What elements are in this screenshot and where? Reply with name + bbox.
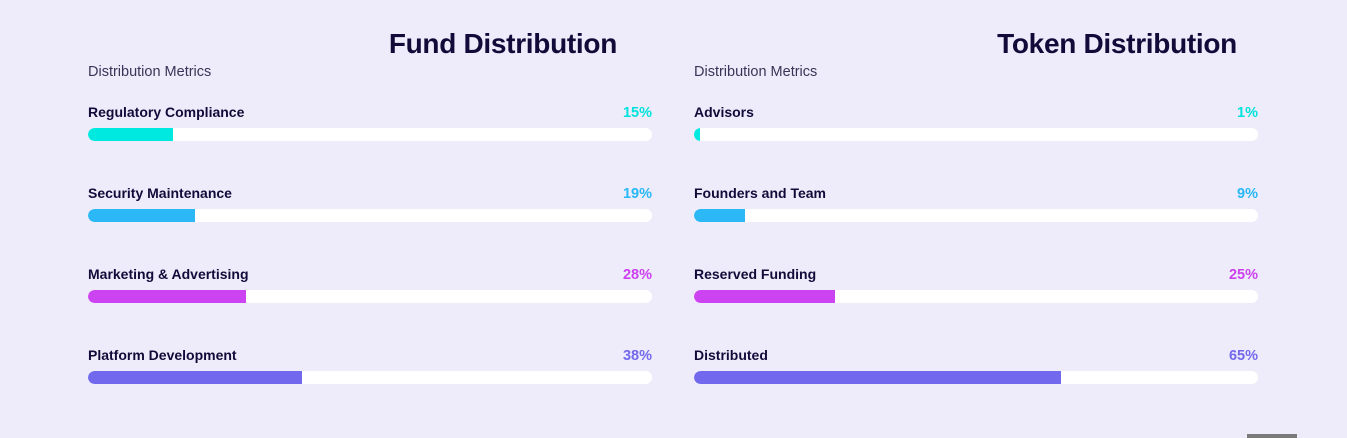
progress-track xyxy=(694,209,1258,222)
token-distribution-title: Token Distribution xyxy=(997,28,1237,59)
metric-marketing-advertising: Marketing & Advertising 28% xyxy=(88,266,652,306)
progress-track xyxy=(88,128,652,141)
metric-label: Founders and Team xyxy=(694,185,826,201)
progress-track xyxy=(694,128,1258,141)
progress-track xyxy=(88,209,652,222)
metric-founders-and-team: Founders and Team 9% xyxy=(694,185,1258,225)
progress-fill xyxy=(694,209,745,222)
progress-fill xyxy=(88,209,196,222)
fund-distribution-title: Fund Distribution xyxy=(388,28,617,59)
progress-fill xyxy=(694,128,700,141)
metric-label: Platform Development xyxy=(88,347,237,363)
metric-label: Advisors xyxy=(694,104,754,120)
progress-fill xyxy=(694,290,835,303)
metric-label: Reserved Funding xyxy=(694,266,817,282)
progress-fill xyxy=(88,128,173,141)
metric-percent: 65% xyxy=(1228,348,1258,364)
progress-fill xyxy=(88,290,246,303)
metric-reserved-funding: Reserved Funding 25% xyxy=(694,266,1258,306)
fund-distribution-subtitle: Distribution Metrics xyxy=(88,64,212,80)
metric-label: Security Maintenance xyxy=(88,185,232,201)
scroll-to-top-tab[interactable] xyxy=(1247,434,1297,438)
progress-track xyxy=(88,290,652,303)
progress-track xyxy=(694,290,1258,303)
progress-fill xyxy=(88,371,303,384)
token-distribution-subtitle: Distribution Metrics xyxy=(694,64,818,80)
metric-percent: 28% xyxy=(622,267,652,283)
metric-security-maintenance: Security Maintenance 19% xyxy=(88,185,652,225)
metric-percent: 25% xyxy=(1228,267,1258,283)
metric-percent: 38% xyxy=(622,348,652,364)
token-distribution-panel: Token Distribution Distribution Metrics … xyxy=(694,0,1258,438)
progress-track xyxy=(88,371,652,384)
progress-fill xyxy=(694,371,1061,384)
progress-track xyxy=(694,371,1258,384)
fund-distribution-panel: Fund Distribution Distribution Metrics R… xyxy=(88,0,652,438)
metric-percent: 19% xyxy=(622,186,652,202)
metric-percent: 1% xyxy=(1237,105,1258,121)
metric-label: Distributed xyxy=(694,347,768,363)
metric-platform-development: Platform Development 38% xyxy=(88,347,652,387)
metric-advisors: Advisors 1% xyxy=(694,104,1258,144)
metric-distributed: Distributed 65% xyxy=(694,347,1258,387)
metric-regulatory-compliance: Regulatory Compliance 15% xyxy=(88,104,652,144)
metric-percent: 15% xyxy=(622,105,652,121)
metric-label: Regulatory Compliance xyxy=(88,104,245,120)
metric-label: Marketing & Advertising xyxy=(88,266,249,282)
metric-percent: 9% xyxy=(1237,186,1258,202)
